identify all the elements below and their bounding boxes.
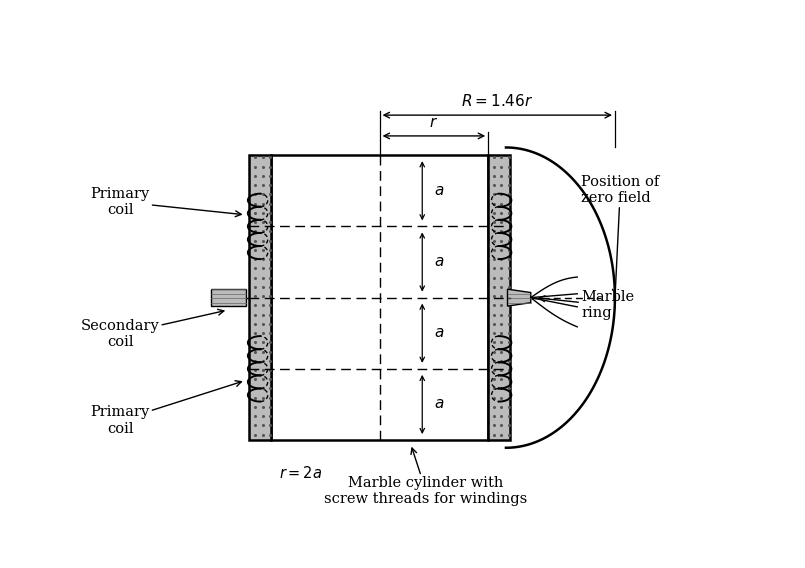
Text: Primary
coil: Primary coil: [90, 186, 242, 217]
Bar: [250, 155, 271, 440]
Polygon shape: [507, 289, 530, 306]
Text: Secondary
coil: Secondary coil: [80, 310, 224, 349]
Text: $a$: $a$: [434, 255, 444, 269]
Text: Marble cylinder with
screw threads for windings: Marble cylinder with screw threads for w…: [324, 448, 528, 507]
Text: $r = 2a$: $r = 2a$: [279, 465, 322, 481]
Text: Primary
coil: Primary coil: [90, 381, 242, 436]
Text: Marble
ring: Marble ring: [539, 290, 634, 320]
Text: $a$: $a$: [434, 326, 444, 340]
Text: $R = 1.46r$: $R = 1.46r$: [461, 93, 534, 109]
Text: $r$: $r$: [429, 116, 439, 130]
Bar: [488, 155, 510, 440]
Bar: [271, 155, 488, 440]
Bar: [211, 289, 246, 306]
Text: $a$: $a$: [434, 398, 444, 411]
Text: Position of
zero field: Position of zero field: [581, 175, 659, 295]
Text: $a$: $a$: [434, 184, 444, 198]
